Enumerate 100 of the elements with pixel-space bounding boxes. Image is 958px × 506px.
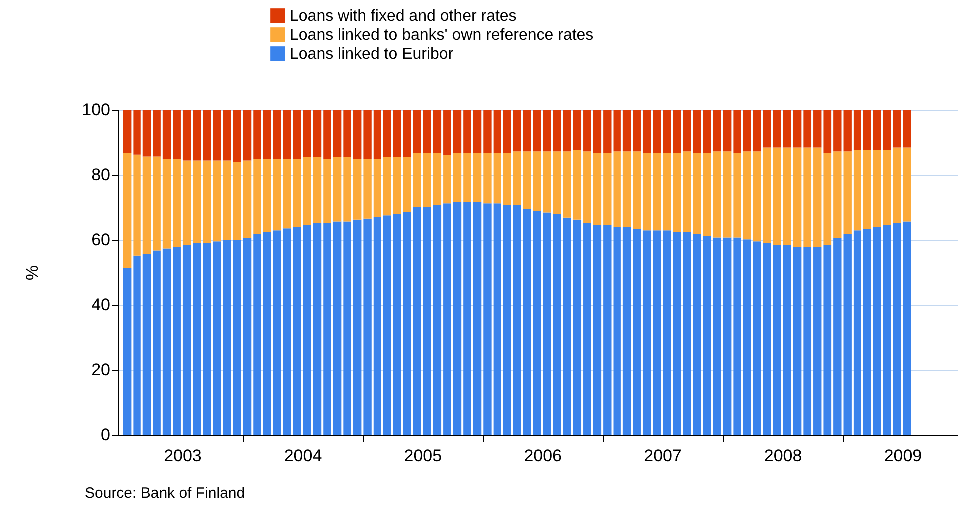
bar	[453, 202, 462, 435]
bar	[484, 204, 492, 435]
bar	[673, 232, 682, 435]
bar	[142, 156, 152, 254]
bar	[783, 110, 792, 148]
bar	[614, 227, 621, 435]
bar	[622, 152, 632, 227]
bar	[182, 160, 192, 246]
bar	[364, 218, 372, 435]
bar	[153, 156, 161, 251]
y-tick-label: 60	[92, 230, 110, 250]
bar	[473, 202, 482, 435]
bar	[873, 150, 882, 227]
bar	[273, 159, 282, 231]
bar	[324, 159, 332, 224]
bar	[723, 110, 732, 152]
legend-label: Loans linked to Euribor	[290, 46, 454, 63]
bar	[863, 150, 872, 229]
bar	[213, 242, 222, 435]
bar	[563, 152, 572, 218]
bar	[703, 236, 712, 435]
bar	[743, 110, 752, 152]
bar	[193, 160, 202, 244]
bar	[883, 110, 892, 150]
bar	[633, 228, 641, 435]
bar	[124, 153, 132, 268]
bar	[854, 230, 862, 435]
bar	[573, 150, 582, 220]
legend-label: Loans linked to banks' own reference rates	[290, 27, 594, 44]
x-tick-label: 2009	[884, 446, 922, 466]
bar	[753, 152, 762, 242]
bar	[663, 110, 672, 154]
bar	[604, 153, 612, 226]
bar	[824, 245, 832, 435]
bar	[814, 247, 822, 435]
bar	[182, 110, 192, 161]
bar	[263, 110, 272, 160]
bar	[844, 234, 852, 435]
bar	[673, 153, 682, 232]
bar	[124, 110, 132, 154]
bar	[793, 148, 802, 248]
bar	[622, 227, 632, 435]
bar	[723, 152, 732, 238]
bar	[203, 243, 212, 435]
bar	[773, 245, 782, 435]
bar	[484, 110, 492, 154]
bar	[423, 153, 432, 208]
bar	[303, 225, 312, 435]
bar	[713, 152, 722, 238]
x-tick-label: 2007	[644, 446, 682, 466]
bar	[883, 225, 892, 435]
bar	[854, 110, 862, 150]
bar	[444, 155, 452, 204]
bar	[324, 110, 332, 160]
bar	[142, 110, 152, 157]
bar	[403, 157, 412, 212]
bar	[614, 152, 621, 227]
bar	[533, 211, 542, 435]
bar	[313, 223, 322, 435]
bar	[374, 110, 382, 160]
bar	[663, 230, 672, 435]
bar	[354, 110, 362, 160]
bar	[283, 110, 292, 160]
bar	[473, 110, 482, 154]
bar	[134, 154, 141, 256]
bar	[903, 110, 912, 148]
bar	[854, 150, 862, 231]
bar	[683, 110, 692, 152]
bar	[413, 110, 422, 154]
bar	[604, 110, 612, 154]
bar	[233, 162, 242, 240]
y-tick-label: 80	[92, 166, 110, 184]
y-tick-label: 20	[92, 360, 110, 380]
y-tick-label: 100	[82, 100, 110, 120]
bar	[513, 110, 522, 152]
bar	[593, 110, 602, 154]
bar	[403, 212, 412, 435]
bar	[283, 159, 292, 229]
bar	[173, 247, 181, 435]
bar	[223, 240, 232, 435]
bar	[464, 110, 472, 154]
bar	[383, 110, 392, 158]
bar	[553, 214, 562, 435]
bar	[553, 152, 562, 214]
bar	[193, 243, 202, 435]
bar	[773, 148, 782, 246]
bar	[182, 245, 192, 435]
bar	[423, 207, 432, 435]
bar	[743, 152, 752, 240]
bar	[893, 223, 902, 435]
bar	[293, 227, 302, 435]
bar	[313, 110, 322, 158]
bar	[444, 204, 452, 435]
bar	[344, 110, 352, 158]
bar	[622, 110, 632, 152]
bar	[533, 110, 542, 152]
bar	[863, 228, 872, 435]
y-axis-title: %	[23, 265, 42, 281]
bar	[213, 160, 222, 242]
bar	[873, 227, 882, 435]
